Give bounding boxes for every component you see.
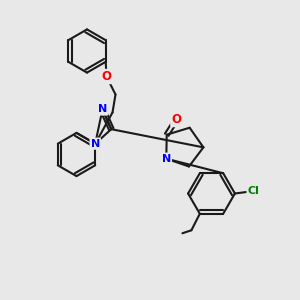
Text: Cl: Cl bbox=[248, 186, 260, 196]
Text: O: O bbox=[171, 113, 182, 126]
Text: O: O bbox=[101, 70, 112, 83]
Text: N: N bbox=[91, 139, 100, 149]
Text: N: N bbox=[162, 154, 171, 164]
Text: N: N bbox=[98, 104, 107, 115]
